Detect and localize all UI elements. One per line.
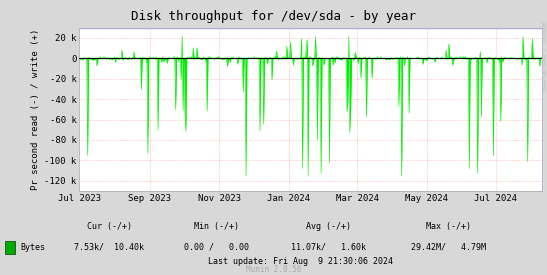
Text: 7.53k/  10.40k: 7.53k/ 10.40k [74,243,144,252]
Text: Min (-/+): Min (-/+) [194,222,238,231]
Text: Cur (-/+): Cur (-/+) [87,222,132,231]
Text: Last update: Fri Aug  9 21:30:06 2024: Last update: Fri Aug 9 21:30:06 2024 [208,257,393,266]
Text: Bytes: Bytes [21,243,46,252]
Text: 0.00 /   0.00: 0.00 / 0.00 [184,243,248,252]
Text: 29.42M/   4.79M: 29.42M/ 4.79M [411,243,486,252]
Text: Disk throughput for /dev/sda - by year: Disk throughput for /dev/sda - by year [131,10,416,23]
Text: RRDTOOL / TOBI OETIKER: RRDTOOL / TOBI OETIKER [541,22,546,91]
Text: Munin 2.0.56: Munin 2.0.56 [246,265,301,274]
Y-axis label: Pr second read (-) / write (+): Pr second read (-) / write (+) [31,29,40,190]
Text: 11.07k/   1.60k: 11.07k/ 1.60k [290,243,366,252]
Text: Avg (-/+): Avg (-/+) [306,222,351,231]
Text: Max (-/+): Max (-/+) [426,222,471,231]
